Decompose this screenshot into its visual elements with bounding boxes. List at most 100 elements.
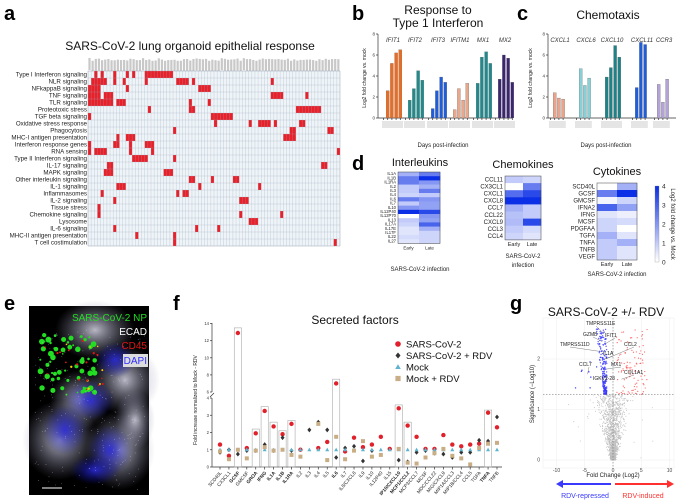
point-ns [625, 415, 627, 417]
colorbar-frame [654, 185, 660, 263]
ecad-speckle [105, 398, 107, 400]
point-ns [623, 420, 625, 422]
gene-label: MX2 [499, 38, 512, 44]
np-signal [90, 341, 97, 347]
point-ns [618, 433, 620, 435]
point-repressed [598, 344, 600, 346]
heatmap-cell [523, 197, 542, 205]
point-ns [608, 454, 610, 456]
point-ns [604, 422, 606, 424]
colorbar-label: Log2 fold change vs. Mock [669, 188, 675, 260]
point-ns [612, 395, 614, 397]
point-ns [609, 423, 611, 425]
point-ns [587, 416, 589, 418]
point-repressed [601, 376, 604, 379]
heatmap-cell [398, 222, 420, 227]
point-ns [615, 428, 617, 430]
point-mock [468, 447, 473, 452]
colorbar-tick-label: 0 [662, 260, 666, 267]
point-induced [622, 390, 624, 392]
heatmap-cell [419, 201, 441, 206]
heatmap-cell [398, 214, 420, 219]
heatmap-row-label: IFNG [581, 212, 596, 218]
point-ns [615, 437, 617, 439]
y-tick-label: 2 [537, 357, 540, 363]
colorbar-segment [655, 248, 659, 251]
point-ns [623, 405, 625, 407]
point-ns [610, 404, 612, 406]
point-ns [604, 410, 606, 412]
legend-marker [395, 364, 401, 369]
ecad-speckle [102, 417, 103, 419]
x-tick-label: IL2 [295, 470, 304, 479]
point-induced [631, 369, 633, 371]
point-ns [621, 407, 623, 409]
heatmap-cell [398, 172, 420, 177]
point-ns [604, 418, 606, 420]
point-repressed [603, 360, 606, 363]
column-label-placeholder [242, 58, 245, 71]
point-ns [600, 397, 602, 399]
point-ns [621, 395, 623, 397]
ecad-speckle [37, 464, 39, 465]
point-ns [608, 398, 610, 400]
ecad-speckle [140, 376, 142, 377]
panel-d-heatmaps: SARS-CoV-2 infection SARS-CoV-2 infectio… [380, 157, 675, 278]
ecad-speckle [40, 336, 42, 338]
column-label-placeholder [151, 60, 154, 73]
point-induced [629, 362, 631, 364]
point-ns [599, 424, 601, 426]
point-ns [609, 435, 611, 437]
point-ns [611, 450, 613, 452]
ecad-speckle [73, 384, 75, 386]
point-ns [606, 395, 608, 397]
point-induced [618, 393, 620, 395]
point-ns [618, 409, 620, 411]
ecad-speckle [138, 468, 139, 470]
point-sars-cov-2 [360, 444, 366, 450]
ecad-speckle [94, 391, 96, 393]
point-induced [621, 393, 624, 395]
point-ns [618, 394, 620, 396]
point-ns [615, 434, 617, 436]
point-ns [622, 413, 624, 415]
point-ns [608, 405, 610, 407]
colorbar-segment [655, 222, 659, 225]
column-label-placeholder [293, 59, 296, 72]
heatmap-frame [596, 182, 638, 261]
ecad-speckle [140, 436, 142, 437]
point-ns [620, 396, 622, 398]
point-ns [607, 407, 609, 409]
np-signal [60, 386, 65, 391]
point-induced [623, 379, 625, 381]
point-ns [599, 418, 601, 420]
point-ns [623, 429, 625, 431]
ecad-speckle [124, 404, 126, 406]
ecad-speckle [139, 341, 141, 343]
point-ns [616, 456, 618, 458]
point-ns [614, 396, 616, 398]
point-ns [621, 436, 623, 438]
cd45-signal [70, 365, 73, 368]
point-ns [622, 411, 624, 413]
point-ns [625, 423, 627, 425]
ecad-speckle [107, 365, 109, 366]
point-ns [606, 422, 608, 424]
point-ns [619, 435, 621, 437]
bar [657, 84, 661, 119]
ecad-speckle [95, 470, 96, 472]
point-induced [635, 362, 637, 364]
ecad-speckle [65, 413, 66, 415]
point-ns [606, 442, 608, 444]
point-induced [629, 337, 632, 339]
heatmap-column-label: Late [622, 262, 633, 268]
np-signal [87, 357, 90, 361]
ecad-speckle [36, 461, 37, 463]
point-induced [629, 371, 631, 373]
point-sars-cov-2 [262, 408, 267, 414]
point-ns [616, 411, 618, 413]
point-ns [605, 428, 607, 430]
ecad-speckle [57, 348, 59, 350]
bar [439, 76, 443, 119]
cd45-signal [76, 363, 79, 366]
